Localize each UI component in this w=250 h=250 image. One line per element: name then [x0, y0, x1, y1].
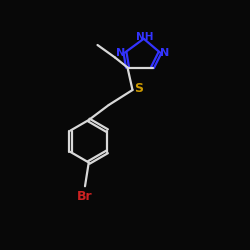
Text: N: N [116, 48, 125, 58]
Text: NH: NH [136, 32, 154, 42]
Text: S: S [134, 82, 143, 95]
Text: Br: Br [77, 190, 93, 203]
Text: N: N [160, 48, 169, 58]
